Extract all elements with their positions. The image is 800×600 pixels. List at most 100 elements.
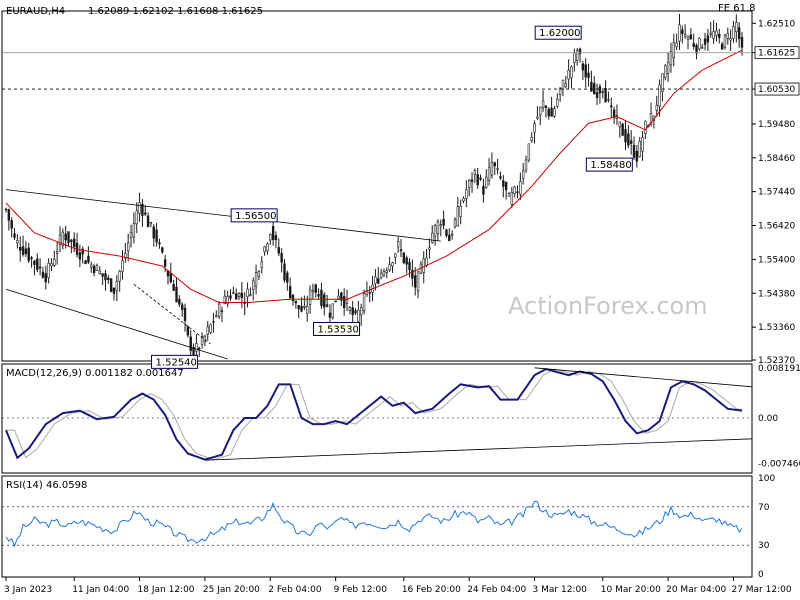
candle-body <box>303 306 306 308</box>
candle-body <box>701 47 704 49</box>
candle-body <box>161 247 164 253</box>
price-annotation-label: 1.58480 <box>590 160 631 171</box>
candle-body <box>567 69 570 80</box>
candle-body <box>595 92 599 99</box>
candle-body <box>564 83 568 88</box>
candle-body <box>570 66 573 79</box>
candle-body <box>499 176 502 179</box>
candle-body <box>260 261 263 268</box>
candle-body <box>425 257 428 266</box>
candle-body <box>504 181 508 191</box>
candle-body <box>681 29 684 35</box>
candle-body <box>683 34 687 37</box>
candle-body <box>530 137 533 142</box>
candle-body <box>584 64 587 78</box>
price-tick-label: 1.52370 <box>758 356 795 366</box>
candle-body <box>607 98 610 101</box>
candle-body <box>635 150 639 162</box>
candle-body <box>678 24 681 42</box>
candle-body <box>422 258 425 273</box>
candle-body <box>200 335 204 345</box>
candle-body <box>632 144 636 158</box>
candle-body <box>575 50 579 61</box>
candle-body <box>19 246 22 251</box>
time-tick-label: 11 Jan 04:00 <box>72 585 129 595</box>
candle-body <box>263 246 266 252</box>
candle-body <box>180 304 184 310</box>
candle-body <box>126 242 130 252</box>
candle-body <box>428 247 431 250</box>
main-panel <box>1 10 753 362</box>
candle-body <box>519 181 522 195</box>
candle-body <box>558 87 562 95</box>
candle-body <box>493 162 496 167</box>
candle-body <box>675 42 678 48</box>
candle-body <box>252 280 255 290</box>
candle-body <box>325 304 329 307</box>
candle-body <box>465 189 468 199</box>
candle-body <box>689 34 693 40</box>
candle-body <box>550 107 553 117</box>
candle-body <box>649 113 653 125</box>
candle-body <box>257 271 261 277</box>
candle-body <box>246 288 249 298</box>
candle-body <box>323 294 326 308</box>
candle-body <box>175 286 178 303</box>
candle-body <box>414 275 417 288</box>
price-annotation-box <box>230 208 278 223</box>
candle-body <box>624 129 627 143</box>
candle-body <box>203 335 207 343</box>
candle-body <box>686 36 690 40</box>
candle-body <box>399 249 403 252</box>
candle-body <box>294 300 298 304</box>
candle-body <box>36 258 39 270</box>
price-annotation-box <box>151 354 199 369</box>
candle-body <box>669 51 673 66</box>
candle-body <box>374 276 377 284</box>
price-annotation-label: 1.53530 <box>318 324 359 335</box>
candle-body <box>149 221 153 224</box>
candle-body <box>536 116 539 119</box>
candle-body <box>138 202 141 214</box>
price-tick-label: 1.53360 <box>758 323 795 333</box>
candle-body <box>84 260 87 265</box>
price-tick-label: 1.59480 <box>758 120 795 130</box>
candle-body <box>445 229 448 236</box>
candle-body <box>388 264 391 271</box>
candle-body <box>666 61 670 74</box>
candle-body <box>740 37 744 48</box>
candle-body <box>135 210 138 225</box>
candle-body <box>288 286 292 299</box>
candle-body <box>368 292 371 294</box>
candle-body <box>189 336 192 351</box>
candle-body <box>64 233 67 241</box>
candle-body <box>482 185 485 195</box>
candle-body <box>396 241 400 248</box>
price-tick-label: 1.57440 <box>758 188 795 198</box>
candle-body <box>217 303 221 317</box>
candle-body <box>476 174 479 186</box>
candle-body <box>283 263 286 281</box>
candle-body <box>183 307 187 321</box>
candle-body <box>314 284 317 293</box>
candle-body <box>698 38 701 50</box>
candle-body <box>98 270 101 274</box>
candle-body <box>101 273 104 277</box>
candle-body <box>408 262 411 271</box>
time-tick-label: 24 Feb 04:00 <box>467 585 526 595</box>
candle-body <box>132 223 136 238</box>
candle-body <box>655 104 658 111</box>
candle-body <box>644 120 647 134</box>
candle-body <box>658 84 661 107</box>
candle-body <box>277 247 281 254</box>
candle-body <box>709 32 712 36</box>
candle-body <box>612 109 616 118</box>
candle-body <box>297 305 300 310</box>
candle-body <box>348 307 352 312</box>
candle-body <box>21 246 25 255</box>
candle-body <box>311 290 315 293</box>
candle-body <box>544 105 548 108</box>
candle-body <box>598 86 602 94</box>
candle-body <box>112 287 116 294</box>
candle-body <box>107 277 110 281</box>
